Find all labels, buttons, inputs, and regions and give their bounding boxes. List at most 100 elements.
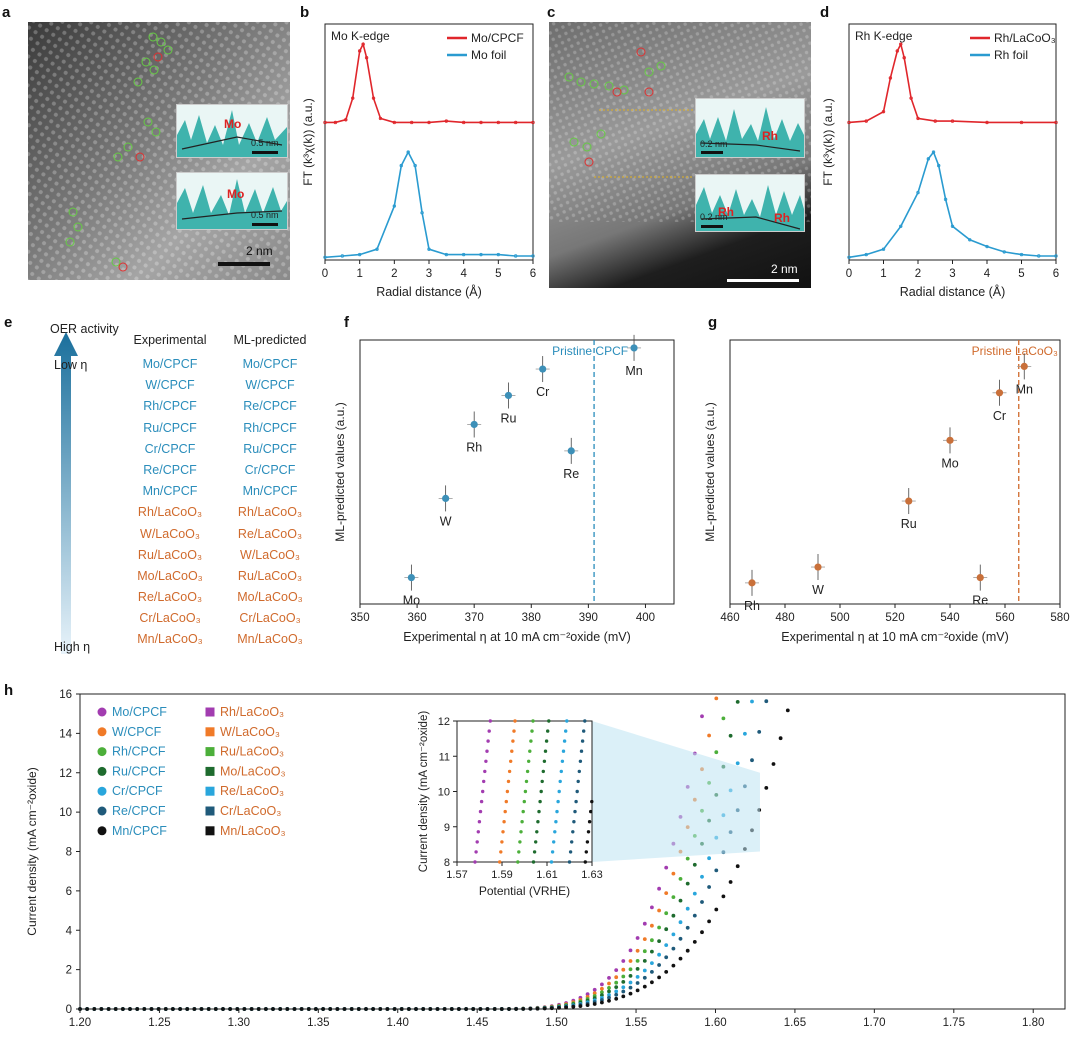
curve-point xyxy=(321,1007,325,1011)
inset-point xyxy=(476,830,480,834)
curve-point xyxy=(714,907,719,912)
y-tick-label: 6 xyxy=(66,886,72,898)
curve-point xyxy=(671,913,676,918)
curve-point xyxy=(542,1006,547,1011)
point-label: Mo xyxy=(941,456,958,470)
curve-point xyxy=(585,992,590,997)
curve-point xyxy=(700,714,704,719)
curve-point xyxy=(356,1007,361,1011)
curve-point xyxy=(735,864,740,869)
scale-bar-a xyxy=(218,262,270,266)
legend-label-0: Rh/LaCoO₃ xyxy=(994,31,1056,45)
legend-marker xyxy=(205,747,215,757)
oer-arrow xyxy=(54,332,78,654)
inset-point xyxy=(498,860,502,864)
curve-point xyxy=(571,1004,576,1009)
x-tick-label: 1.75 xyxy=(943,1017,965,1029)
data-point xyxy=(444,252,449,257)
data-point xyxy=(479,120,483,125)
rank-entry: Re/CPCF xyxy=(143,462,197,477)
data-point xyxy=(950,119,955,123)
line-profile-plot-a2 xyxy=(177,179,287,229)
inset-point xyxy=(535,830,539,834)
curve-point xyxy=(592,1002,597,1006)
x-tick-label: 6 xyxy=(530,268,536,280)
curve-point xyxy=(221,1007,225,1011)
data-point xyxy=(323,120,327,125)
rank-entry: Ru/LaCoO₃ xyxy=(137,547,203,562)
legend-marker xyxy=(97,766,107,776)
legend-marker xyxy=(205,707,215,717)
edge-title: Mo K-edge xyxy=(331,29,390,43)
curve-point xyxy=(685,856,690,861)
curve-point xyxy=(750,758,754,763)
x-tick-label: 380 xyxy=(522,612,541,624)
curve-point xyxy=(364,1007,368,1011)
rank-entry: Ru/LaCoO₃ xyxy=(237,568,303,583)
line-profile-inset-a2: Mo 0.5 nm xyxy=(176,172,288,230)
curve-point xyxy=(614,968,619,972)
series-line-1 xyxy=(848,150,1056,259)
x-tick-label: 1.80 xyxy=(1022,1017,1044,1029)
curve-point xyxy=(628,991,633,996)
point-label: Cr xyxy=(536,385,549,399)
data-point xyxy=(1019,252,1024,257)
curve-point xyxy=(614,975,619,980)
curve-point xyxy=(642,968,647,973)
inset-point xyxy=(513,719,517,723)
x-tick-label: 400 xyxy=(636,612,655,624)
rank-entry: Ru/CPCF xyxy=(243,441,297,456)
x-tick-label: 2 xyxy=(391,268,397,280)
x-tick-label: 6 xyxy=(1053,268,1059,280)
curve-point xyxy=(621,985,626,990)
curve-point xyxy=(635,981,640,985)
inset-point xyxy=(556,799,560,804)
curve-point xyxy=(507,1007,511,1011)
curve-point xyxy=(692,940,697,944)
data-point xyxy=(881,109,886,114)
x-tick-label: 1.45 xyxy=(466,1017,488,1029)
inset-point xyxy=(559,769,563,774)
inset-point xyxy=(530,729,534,733)
inset-point xyxy=(576,779,580,784)
inset-point xyxy=(577,769,581,774)
curve-point xyxy=(621,959,626,963)
x-tick-label: 500 xyxy=(830,612,849,624)
curve-point xyxy=(721,716,726,721)
curve-point xyxy=(471,1007,476,1011)
series-line-1 xyxy=(324,150,533,259)
data-point xyxy=(351,96,355,100)
inset-label-c1: Rh xyxy=(762,129,778,143)
rank-entry: Mo/LaCoO₃ xyxy=(137,568,203,583)
rank-entry: W/CPCF xyxy=(145,378,195,393)
curve-point xyxy=(485,1007,490,1011)
y-tick-label: 4 xyxy=(66,925,73,937)
x-tick-label: 1.65 xyxy=(784,1017,806,1029)
inset-point xyxy=(579,749,584,753)
inset-label-c2b: Rh xyxy=(774,211,790,225)
curve-point xyxy=(664,911,669,916)
rank-entry: Mn/CPCF xyxy=(242,484,298,499)
curve-point xyxy=(399,1007,404,1011)
data-point xyxy=(479,252,483,257)
y-axis-title: Current density (mA cm⁻²oxide) xyxy=(25,767,39,935)
inset-point xyxy=(474,850,478,854)
inset-point xyxy=(554,820,558,824)
curve-point xyxy=(671,963,676,968)
curve-point xyxy=(264,1007,268,1011)
point-label: Re xyxy=(563,467,579,481)
curve-point xyxy=(642,959,647,963)
inset-point xyxy=(575,789,579,794)
legend-marker xyxy=(97,806,107,816)
scatter-point xyxy=(539,365,547,373)
curve-point xyxy=(213,1007,218,1011)
curve-point xyxy=(657,975,661,980)
lsv-chart-h: 0 2 4 6 8 10 12 14 16 1.20 1.25 1.30 1.35 1.40 1.45 1.5… xyxy=(25,689,1066,1029)
x-tick-label: 480 xyxy=(775,612,794,624)
inset-point xyxy=(587,820,592,824)
edge-title: Rh K-edge xyxy=(855,29,913,43)
curve-point xyxy=(549,1006,554,1011)
curve-point xyxy=(635,948,640,953)
legend-marker xyxy=(97,707,107,717)
rank-entry: Rh/CPCF xyxy=(243,420,297,435)
